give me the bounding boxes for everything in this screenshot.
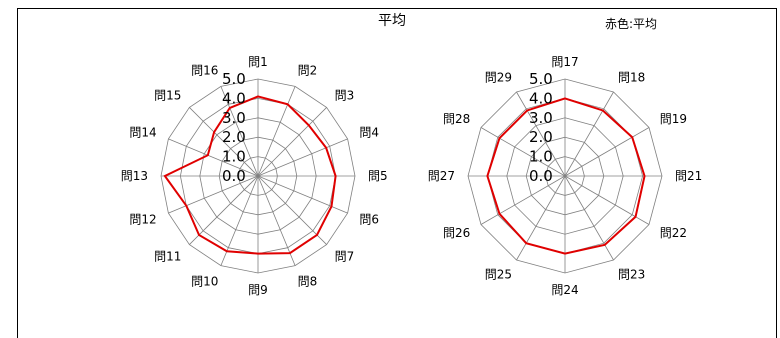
series-line: [486, 97, 646, 255]
category-label: 問27: [428, 169, 455, 183]
category-label: 問1: [248, 55, 268, 69]
tick-label: 0.0: [222, 167, 246, 185]
tick-label: 5.0: [529, 70, 553, 88]
tick-label: 4.0: [529, 89, 553, 107]
radar-charts: 0.01.02.03.04.05.0問1問2問3問4問5問6問7問8問9問10問…: [121, 55, 703, 297]
tick-label: 4.0: [222, 89, 246, 107]
category-label: 問3: [335, 88, 355, 102]
category-label: 問21: [675, 169, 702, 183]
category-label: 問14: [129, 125, 156, 139]
category-label: 問22: [660, 226, 687, 240]
grid-spoke: [168, 175, 259, 214]
category-label: 問2: [298, 64, 318, 78]
chart-frame: [17, 8, 777, 338]
grid-spoke: [516, 175, 566, 261]
category-label: 問6: [359, 213, 379, 227]
category-label: 問25: [485, 268, 512, 282]
chart-title: 平均: [378, 13, 406, 29]
series-line: [163, 95, 337, 255]
grid-spoke: [516, 91, 566, 177]
tick-label: 5.0: [222, 70, 246, 88]
category-label: 問11: [154, 250, 181, 264]
grid-spoke: [220, 86, 259, 177]
grid-spoke: [257, 175, 327, 245]
category-label: 問4: [359, 125, 379, 139]
tick-label: 3.0: [222, 109, 246, 127]
tick-label: 1.0: [222, 148, 246, 166]
category-label: 問19: [660, 112, 687, 126]
category-label: 問23: [618, 268, 645, 282]
grid-spoke: [257, 138, 348, 177]
grid-spoke: [480, 127, 566, 177]
grid-spoke: [257, 175, 296, 266]
tick-label: 2.0: [222, 128, 246, 146]
category-label: 問13: [121, 169, 148, 183]
grid-spoke: [257, 175, 348, 214]
category-label: 問28: [443, 112, 470, 126]
category-label: 問18: [618, 70, 645, 84]
grid-spoke: [480, 175, 566, 225]
grid-spoke: [189, 107, 259, 177]
grid-spoke: [564, 175, 614, 261]
grid-spoke: [564, 91, 614, 177]
category-label: 問26: [443, 226, 470, 240]
category-label: 問24: [551, 283, 578, 297]
grid-spoke: [564, 127, 650, 177]
category-label: 問9: [248, 283, 268, 297]
category-label: 問16: [191, 64, 218, 78]
category-label: 問5: [368, 169, 388, 183]
category-label: 問7: [335, 250, 355, 264]
category-label: 問17: [551, 55, 578, 69]
tick-label: 3.0: [529, 109, 553, 127]
grid-spoke: [257, 86, 296, 177]
category-label: 問10: [191, 274, 218, 288]
grid-spoke: [189, 175, 259, 245]
category-label: 問12: [129, 213, 156, 227]
tick-label: 1.0: [529, 148, 553, 166]
category-label: 問8: [298, 274, 318, 288]
grid-spoke: [257, 107, 327, 177]
legend-note: 赤色:平均: [605, 17, 658, 31]
tick-label: 2.0: [529, 128, 553, 146]
tick-label: 0.0: [529, 167, 553, 185]
category-label: 問15: [154, 88, 181, 102]
category-label: 問29: [485, 70, 512, 84]
grid-spoke: [168, 138, 259, 177]
